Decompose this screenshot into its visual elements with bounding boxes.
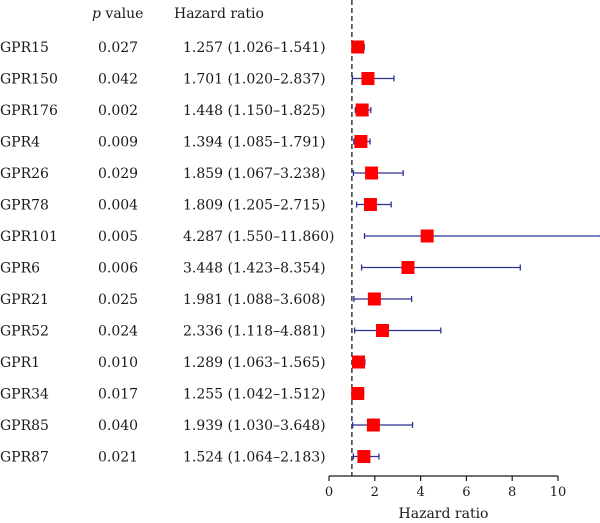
hazard-ratio-text: 1.859 (1.067–3.238) — [183, 166, 326, 182]
p-value: 0.025 — [98, 292, 138, 308]
hazard-ratio-point — [420, 229, 434, 243]
hazard-ratio-point — [401, 261, 415, 274]
p-value: 0.005 — [98, 229, 138, 245]
x-axis-tick-label: 10 — [550, 485, 567, 500]
hazard-ratio-point — [366, 418, 380, 432]
hazard-ratio-text: 1.257 (1.026–1.541) — [183, 40, 326, 56]
p-value: 0.002 — [98, 103, 138, 119]
hazard-ratio-point — [352, 355, 366, 369]
p-value: 0.029 — [98, 166, 138, 182]
hazard-ratio-text: 1.809 (1.205–2.715) — [183, 198, 326, 214]
gene-label: GPR176 — [0, 103, 58, 119]
x-axis-tick-label: 4 — [416, 485, 424, 500]
gene-label: GPR87 — [0, 450, 49, 466]
hazard-ratio-text: 4.287 (1.550–11.860) — [183, 229, 335, 245]
p-value-header-word: value — [105, 6, 144, 22]
p-value: 0.024 — [98, 324, 138, 340]
hazard-ratio-point — [357, 450, 371, 463]
x-axis-title: Hazard ratio — [399, 506, 489, 519]
hazard-ratio-text: 2.336 (1.118–4.881) — [183, 324, 326, 340]
p-value: 0.006 — [98, 261, 138, 277]
x-axis-tick-label: 8 — [508, 485, 516, 500]
hazard-ratio-text: 1.289 (1.063–1.565) — [183, 355, 326, 371]
gene-label: GPR34 — [0, 387, 49, 403]
p-value: 0.042 — [98, 72, 138, 88]
hazard-ratio-text: 1.701 (1.020–2.837) — [183, 72, 326, 88]
hazard-ratio-point — [363, 198, 377, 211]
x-axis-tick-label: 2 — [371, 485, 379, 500]
p-value-header-symbol: p — [92, 6, 101, 22]
p-value: 0.021 — [98, 450, 138, 466]
hazard-ratio-point — [354, 135, 368, 148]
hazard-ratio-text: 1.939 (1.030–3.648) — [183, 418, 326, 434]
hazard-ratio-text: 1.981 (1.088–3.608) — [183, 292, 326, 308]
gene-label: GPR26 — [0, 166, 49, 182]
p-value: 0.009 — [98, 135, 138, 151]
hazard-ratio-header: Hazard ratio — [174, 6, 264, 22]
gene-label: GPR6 — [0, 261, 40, 277]
gene-label: GPR78 — [0, 198, 49, 214]
gene-label: GPR85 — [0, 418, 49, 434]
p-value: 0.004 — [98, 198, 138, 214]
hazard-ratio-point — [365, 166, 379, 180]
hazard-ratio-point — [367, 292, 381, 306]
gene-label: GPR21 — [0, 292, 49, 308]
p-value-header: p value — [92, 6, 143, 22]
p-value: 0.040 — [98, 418, 138, 434]
hazard-ratio-text: 3.448 (1.423–8.354) — [183, 261, 326, 277]
hazard-ratio-point — [351, 40, 365, 54]
hazard-ratio-point — [351, 387, 365, 400]
p-value: 0.017 — [98, 387, 138, 403]
hazard-ratio-point — [375, 324, 389, 337]
gene-label: GPR1 — [0, 355, 40, 371]
gene-label: GPR15 — [0, 40, 49, 56]
gene-label: GPR52 — [0, 324, 49, 340]
x-axis-tick-label: 0 — [325, 485, 333, 500]
p-value: 0.010 — [98, 355, 138, 371]
hazard-ratio-point — [361, 72, 375, 85]
hazard-ratio-point — [355, 103, 369, 117]
p-value: 0.027 — [98, 40, 138, 56]
hazard-ratio-text: 1.524 (1.064–2.183) — [183, 450, 326, 466]
x-axis-tick-label: 6 — [462, 485, 470, 500]
gene-label: GPR101 — [0, 229, 58, 245]
gene-label: GPR150 — [0, 72, 58, 88]
hazard-ratio-text: 1.394 (1.085–1.791) — [183, 135, 326, 151]
hazard-ratio-text: 1.255 (1.042–1.512) — [183, 387, 326, 403]
gene-label: GPR4 — [0, 135, 40, 151]
hazard-ratio-text: 1.448 (1.150–1.825) — [183, 103, 326, 119]
